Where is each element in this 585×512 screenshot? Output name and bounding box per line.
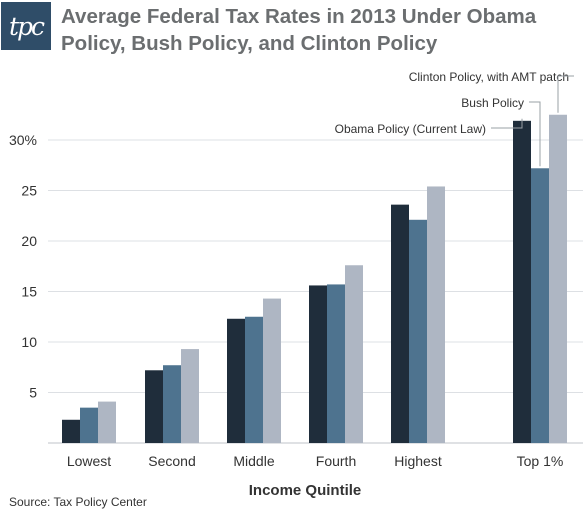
legend-leader-line	[529, 101, 541, 167]
legend-leader-line	[557, 75, 574, 113]
x-tick-label: Second	[148, 453, 195, 469]
bar-lowest-series-3	[98, 401, 116, 443]
x-tick-label: Middle	[233, 453, 274, 469]
bar-top1-series-3	[549, 114, 567, 443]
legend-label-series-2: Bush Policy	[461, 96, 524, 110]
bar-second-series-2	[163, 365, 181, 443]
source-note: Source: Tax Policy Center	[9, 495, 147, 509]
bar-second-series-3	[181, 349, 199, 443]
legend-label-series-1: Obama Policy (Current Law)	[335, 122, 486, 136]
x-tick-label: Fourth	[316, 453, 356, 469]
bar-fourth-series-1	[309, 285, 327, 443]
x-tick-label: Top 1%	[517, 453, 564, 469]
tpc-logo: tpc	[1, 2, 51, 50]
x-axis-label: Income Quintile	[249, 482, 362, 499]
legend-leader-line	[491, 118, 523, 129]
bar-top1-series-1	[513, 120, 531, 443]
bar-lowest-series-2	[80, 407, 98, 443]
bar-fourth-series-3	[345, 265, 363, 443]
bar-lowest-series-1	[62, 419, 80, 443]
bar-fourth-series-2	[327, 284, 345, 443]
bar-middle-series-2	[245, 316, 263, 443]
x-tick-label: Highest	[394, 453, 442, 469]
y-tick-label: 10	[21, 334, 37, 350]
bar-highest-series-2	[409, 219, 427, 443]
bar-highest-series-3	[427, 186, 445, 443]
x-tick-label: Lowest	[67, 453, 111, 469]
y-tick-label: 20	[21, 233, 37, 249]
bar-middle-series-1	[227, 318, 245, 443]
y-tick-label: 5	[29, 385, 37, 401]
chart-title: Average Federal Tax Rates in 2013 Under …	[61, 5, 537, 55]
y-tick-label: 15	[21, 284, 37, 300]
bar-highest-series-1	[391, 204, 409, 443]
bar-top1-series-2	[531, 168, 549, 443]
bar-middle-series-3	[263, 298, 281, 443]
legend-label-series-3: Clinton Policy, with AMT patch	[409, 70, 569, 84]
y-tick-label: 30%	[9, 132, 37, 148]
bar-second-series-1	[145, 370, 163, 443]
y-tick-label: 25	[21, 183, 37, 199]
